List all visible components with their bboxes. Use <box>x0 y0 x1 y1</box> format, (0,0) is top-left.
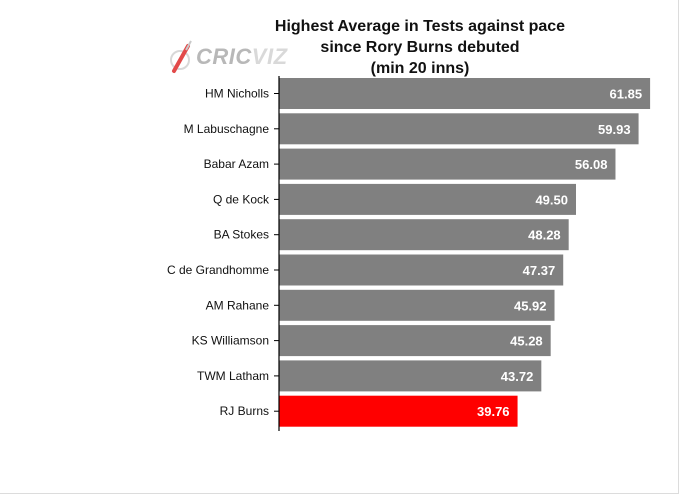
bar-2 <box>279 148 616 180</box>
value-label-5: 47.37 <box>523 263 556 278</box>
value-label-8: 43.72 <box>501 369 534 384</box>
category-label-4: BA Stokes <box>214 228 269 242</box>
bar-0 <box>279 78 651 109</box>
category-label-7: KS Williamson <box>192 334 269 348</box>
category-label-9: RJ Burns <box>220 404 269 418</box>
bar-6 <box>279 289 555 321</box>
value-label-7: 45.28 <box>510 334 543 349</box>
title-line-2: since Rory Burns debuted <box>320 39 520 56</box>
bar-3 <box>279 183 576 215</box>
bar-8 <box>279 360 542 392</box>
category-label-0: HM Nicholls <box>205 87 269 101</box>
cricviz-logo: CRICVIZ <box>166 38 287 78</box>
logo-text-part1: CRIC <box>196 44 252 69</box>
value-label-2: 56.08 <box>575 157 608 172</box>
value-label-3: 49.50 <box>535 192 568 207</box>
bar-7 <box>279 325 551 357</box>
cricket-ball-bat-icon <box>170 40 192 73</box>
bar-5 <box>279 254 564 286</box>
bar-9 <box>279 395 518 427</box>
logo-wordmark: CRICVIZ <box>196 44 288 70</box>
category-label-5: C de Grandhomme <box>167 263 269 277</box>
logo-text-part2: VIZ <box>251 44 288 69</box>
category-label-1: M Labuschagne <box>184 122 270 136</box>
category-label-2: Babar Azam <box>204 157 269 171</box>
bar-4 <box>279 219 569 251</box>
chart-title: Highest Average in Tests against pace si… <box>240 16 600 79</box>
category-label-8: TWM Latham <box>197 369 269 383</box>
bar-1 <box>279 113 639 145</box>
value-label-4: 48.28 <box>528 228 561 243</box>
value-label-9: 39.76 <box>477 404 510 419</box>
title-line-3: (min 20 inns) <box>370 60 470 77</box>
value-label-6: 45.92 <box>514 298 547 313</box>
value-label-0: 61.85 <box>610 87 643 102</box>
category-label-6: AM Rahane <box>206 298 270 312</box>
title-line-1: Highest Average in Tests against pace <box>274 18 566 35</box>
category-label-3: Q de Kock <box>213 192 270 206</box>
value-label-1: 59.93 <box>598 122 631 137</box>
